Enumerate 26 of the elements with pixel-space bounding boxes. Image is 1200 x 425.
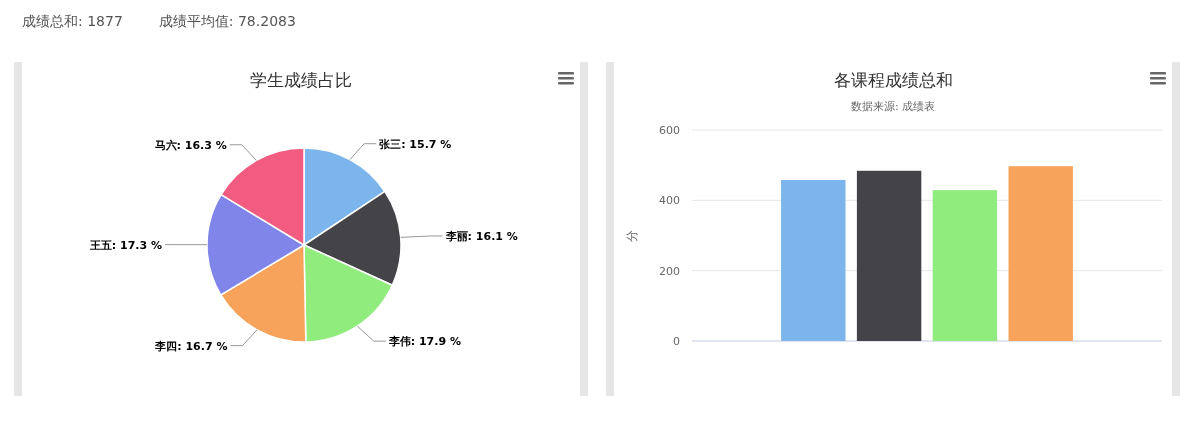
data-label: : 16.1 %: [467, 229, 518, 243]
slice-label: 李丽: [444, 229, 468, 243]
chart-subtitle: 数据来源: 成绩表: [850, 100, 936, 113]
data-label: : 15.7 %: [401, 137, 452, 151]
chart-title: 各课程成绩总和: [833, 70, 953, 90]
data-label: : 16.7 %: [177, 339, 228, 353]
text: 成绩平均值: 78.2083: [158, 13, 296, 29]
data-label: : 17.3 %: [111, 238, 162, 252]
bar: [856, 170, 922, 341]
slice-label: 李伟: [387, 335, 411, 349]
y-tick-label: 0: [673, 335, 680, 348]
data-label: : 16.3 %: [176, 138, 227, 152]
slice-label: 张三: [379, 137, 402, 151]
data-label: : 17.9 %: [410, 335, 461, 349]
chart-title: 学生成绩占比: [250, 70, 352, 90]
slice-label: 马六: [154, 138, 177, 152]
bar: [1008, 166, 1073, 341]
bar: [781, 179, 846, 341]
text: 成绩总和: 1877: [22, 13, 123, 29]
slice-label: 李四: [154, 339, 178, 353]
y-tick-label: 400: [659, 194, 680, 208]
bar: [932, 190, 998, 341]
y-tick-label: 600: [659, 124, 680, 137]
y-axis-title: 分: [625, 229, 639, 242]
slice-label: 王五: [88, 238, 112, 252]
y-tick-label: 200: [659, 264, 680, 278]
